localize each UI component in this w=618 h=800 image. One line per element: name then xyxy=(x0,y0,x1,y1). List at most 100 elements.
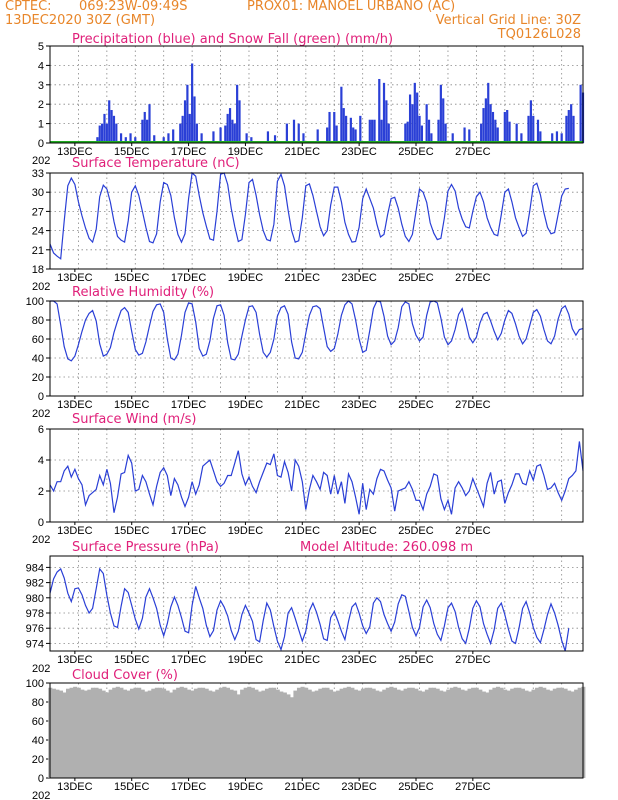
precip-bar xyxy=(437,119,440,143)
precip-bar xyxy=(179,123,182,143)
cloud-bar xyxy=(101,690,106,778)
precip-frame xyxy=(49,45,584,144)
cloud-bar xyxy=(545,689,550,778)
cloud-bar xyxy=(325,687,330,778)
x-tick-label: 21DEC xyxy=(285,525,321,537)
x-tick-label: 21DEC xyxy=(285,399,321,411)
precip-bar xyxy=(520,133,523,143)
precip-bar xyxy=(119,133,123,143)
humidity-panel: 0 20 40 60 80 100 13DEC 15DEC 17DEC 19DEC 21DEC 23D… xyxy=(26,296,584,420)
precip-bar xyxy=(181,115,184,143)
x-tick-label: 13DEC xyxy=(57,272,93,284)
y-tick-label: 40 xyxy=(32,353,44,365)
pressure-line xyxy=(49,567,570,652)
cloud-bar xyxy=(190,690,195,778)
precip-bar xyxy=(292,119,296,143)
x-tick-label: 27DEC xyxy=(455,525,491,537)
precip-bar xyxy=(496,127,499,143)
precip-bar xyxy=(420,125,424,143)
cloud-bar xyxy=(567,690,572,778)
x-tick-label: 17DEC xyxy=(171,146,207,158)
y-tick-label: 0 xyxy=(38,517,44,529)
wind-speed-line xyxy=(49,441,584,515)
header-grid-note: Vertical Grid Line: 30Z xyxy=(436,13,581,28)
cloud-bar xyxy=(282,692,287,778)
cloud-bar xyxy=(549,690,554,778)
cloud-bar xyxy=(481,691,486,778)
cloud-bar xyxy=(471,687,476,778)
x-tick-label: 17DEC xyxy=(171,525,207,537)
precip-bar xyxy=(302,133,305,143)
cloud-bar xyxy=(488,689,493,778)
precip-bar xyxy=(506,110,509,143)
precip-bar xyxy=(110,110,113,143)
cloud-bar xyxy=(368,687,373,778)
cloud-bar xyxy=(193,688,199,778)
cloud-bar xyxy=(360,688,366,778)
cloud-bar xyxy=(535,687,540,778)
cloud-bar xyxy=(321,687,326,778)
cloud-bar xyxy=(542,687,547,778)
precip-bar xyxy=(285,123,288,143)
y-tick-label: 6 xyxy=(38,424,44,436)
precip-bar xyxy=(425,104,428,143)
cloud-bar xyxy=(169,692,174,778)
x-tick-label: 21DEC xyxy=(285,272,321,284)
cloud-bar xyxy=(485,692,490,778)
precip-bar xyxy=(236,84,239,143)
cloud-bar xyxy=(392,687,398,778)
precip-bar xyxy=(98,125,101,143)
precip-bar xyxy=(380,119,383,143)
cloud-bar xyxy=(517,687,522,778)
cloud-bar xyxy=(275,689,280,778)
humidity-line xyxy=(50,300,584,362)
precip-bar xyxy=(354,129,357,143)
pressure-panel: 974 976 978 980 982 984 13DEC 15DEC 17DEC 19DEC 21… xyxy=(26,555,584,675)
x-tick-label: 15DEC xyxy=(114,272,150,284)
precip-bar xyxy=(427,119,431,143)
x-tick-label: 19DEC xyxy=(228,654,264,666)
cloud-bar xyxy=(510,688,515,778)
header-station: PROX01: MANOEL URBANO (AC) xyxy=(247,0,455,14)
precip-bar xyxy=(326,127,329,143)
precip-bar xyxy=(146,119,149,143)
cloud-bar xyxy=(62,692,67,778)
x-tick-label: 21DEC xyxy=(285,146,321,158)
cloud-bar xyxy=(336,690,341,778)
precip-bar xyxy=(101,123,104,143)
cloud-bar xyxy=(83,690,88,778)
precip-bar xyxy=(112,115,116,143)
cloud-bar xyxy=(527,691,533,778)
y-tick-label: 4 xyxy=(38,60,44,72)
cloud-bar xyxy=(115,686,120,778)
cloud-bar xyxy=(332,691,337,778)
cloud-title: Cloud Cover (%) xyxy=(72,668,178,683)
precip-bar xyxy=(238,100,241,143)
precip-bar xyxy=(316,129,319,143)
cloud-bar xyxy=(307,689,312,778)
x-tick-label: 15DEC xyxy=(114,781,150,793)
precip-bar xyxy=(413,82,416,143)
x-tick-label: 23DEC xyxy=(341,781,377,793)
cloud-bar xyxy=(147,690,152,778)
cloud-bar xyxy=(428,687,433,778)
precip-bar xyxy=(231,119,234,143)
cloud-bar xyxy=(201,687,206,778)
x-tick-label: 25DEC xyxy=(398,525,434,537)
cloud-bar xyxy=(460,689,465,778)
cloud-bar xyxy=(289,697,295,778)
rh-title: Relative Humidity (%) xyxy=(72,285,214,300)
cloud-bar xyxy=(279,691,284,778)
cloud-bar xyxy=(73,686,78,778)
cloud-bar xyxy=(378,691,383,778)
precip-bar xyxy=(108,100,111,143)
x-tick-label: 23DEC xyxy=(341,525,377,537)
cloud-bar xyxy=(421,691,426,778)
cloud-bar xyxy=(467,688,472,778)
precip-bar xyxy=(373,119,376,143)
y-tick-label: 0 xyxy=(38,138,44,150)
x-tick-label: 17DEC xyxy=(171,654,207,666)
cloud-bar xyxy=(346,686,351,778)
precip-bar xyxy=(494,119,497,143)
cloud-bar xyxy=(250,687,255,778)
